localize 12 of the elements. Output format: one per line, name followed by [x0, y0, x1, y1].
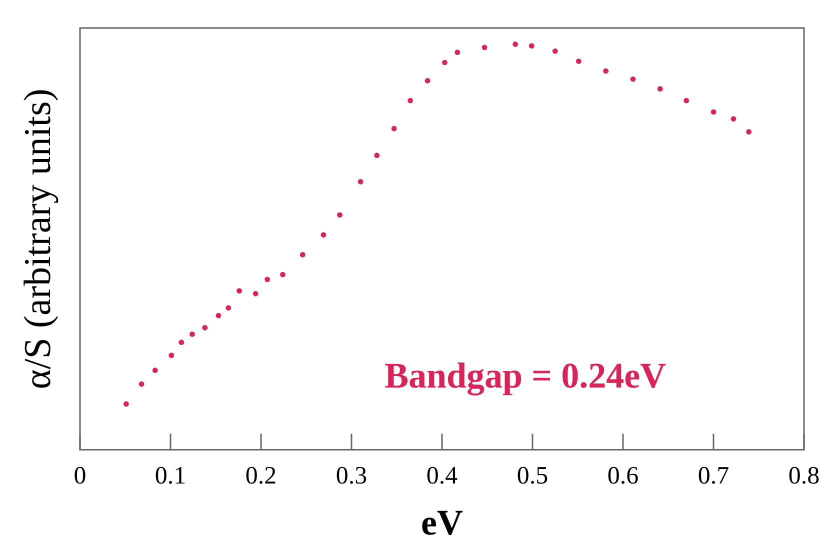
x-tick-label: 0.7 — [698, 462, 730, 490]
annotation: Bandgap = 0.24eV — [384, 355, 666, 396]
x-tick-label: 0.3 — [336, 462, 368, 490]
x-tick-label: 0.6 — [607, 462, 639, 490]
x-tick-label: 0.4 — [426, 462, 458, 490]
x-tick-label: 0.8 — [788, 462, 820, 490]
x-tick-label: 0.2 — [245, 462, 277, 490]
x-axis-title: eV — [421, 502, 463, 543]
x-tick-label: 0.1 — [154, 462, 186, 490]
y-axis-title: α/S (arbitrary units) — [16, 88, 59, 390]
x-tick-label: 0 — [74, 462, 86, 490]
x-tick-label: 0.5 — [516, 462, 548, 490]
